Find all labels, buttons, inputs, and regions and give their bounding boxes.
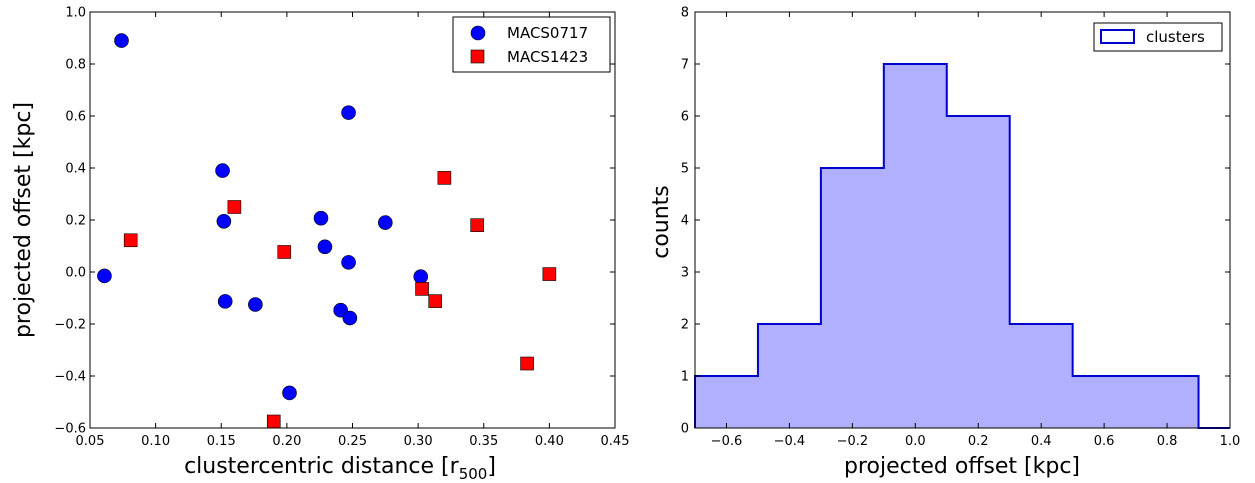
macs0717-point-10 xyxy=(341,105,356,120)
legend-macs1423-marker xyxy=(470,49,485,64)
scatter-y-axis-label: projected offset [kpc] xyxy=(11,102,36,338)
histogram-y-tick-label: 1 xyxy=(681,370,689,385)
macs1423-point-4 xyxy=(415,282,429,296)
histogram-x-tick-label: 0.8 xyxy=(1157,434,1178,449)
macs1423-point-9 xyxy=(542,267,557,281)
scatter-y-tick-label: −0.6 xyxy=(54,422,86,437)
scatter-y-tick-label: 0.6 xyxy=(65,110,86,125)
macs1423-point-7 xyxy=(470,218,484,232)
histogram-panel: −0.6 −0.4 −0.2 0.0 0.2 0.4 0.6 0.8 1.0 0 1 2 3 4 5 6 7 8… xyxy=(649,6,1240,480)
histogram-y-tick-label: 4 xyxy=(681,214,689,229)
scatter-x-tick-label: 0.10 xyxy=(141,434,170,449)
macs0717-point-12 xyxy=(342,310,358,326)
macs1423-point-5 xyxy=(428,294,442,308)
macs1423-point-6 xyxy=(437,171,452,185)
macs0717-point-8 xyxy=(317,239,333,255)
macs1423-point-3 xyxy=(277,245,292,259)
histogram-y-tick-label: 3 xyxy=(681,266,689,281)
macs0717-point-14 xyxy=(413,269,429,284)
histogram-x-tick-label: 0.2 xyxy=(968,434,989,449)
macs0717-point-7 xyxy=(313,210,329,226)
scatter-x-tick-label: 0.40 xyxy=(535,434,564,449)
histogram-outline xyxy=(694,63,1230,429)
scatter-y-tick-label: 1.0 xyxy=(65,6,86,21)
histogram-x-tick-label: −0.2 xyxy=(837,434,869,449)
histogram-x-tick-label: −0.6 xyxy=(711,434,743,449)
macs1423-point-0 xyxy=(123,233,138,248)
histogram-legend: clusters xyxy=(1093,22,1223,52)
macs0717-point-11 xyxy=(341,255,356,270)
histogram-y-axis-label: counts xyxy=(649,185,674,259)
macs1423-point-1 xyxy=(227,200,242,214)
legend-macs0717-marker xyxy=(470,25,486,41)
histogram-x-tick-label: 1.0 xyxy=(1220,434,1241,449)
scatter-frame xyxy=(89,11,616,429)
macs0717-point-13 xyxy=(378,215,393,230)
histogram-x-tick-label: −0.4 xyxy=(774,434,806,449)
histogram-y-tick-label: 8 xyxy=(681,6,689,21)
macs0717-point-6 xyxy=(282,385,297,401)
histogram-x-ticks: −0.6 −0.4 −0.2 0.0 0.2 0.4 0.6 0.8 1.0 xyxy=(711,12,1241,449)
histogram-frame xyxy=(694,11,1231,429)
histogram-x-tick-label: 0.6 xyxy=(1094,434,1115,449)
scatter-y-tick-label: 0.8 xyxy=(65,58,86,73)
scatter-x-tick-label: 0.25 xyxy=(338,434,367,449)
macs0717-point-1 xyxy=(114,33,129,48)
histogram-x-tick-label: 0.0 xyxy=(905,434,926,449)
macs0717-point-5 xyxy=(248,297,263,312)
histogram-y-tick-label: 2 xyxy=(681,318,689,333)
scatter-x-tick-label: 0.05 xyxy=(76,434,105,449)
histogram-y-tick-label: 6 xyxy=(681,110,689,125)
scatter-y-tick-label: 0.0 xyxy=(65,266,86,281)
macs0717-point-2 xyxy=(215,163,230,178)
scatter-y-tick-label: −0.2 xyxy=(54,318,86,333)
legend-macs1423-label: MACS1423 xyxy=(507,48,588,66)
scatter-y-tick-label: 0.2 xyxy=(65,214,86,229)
legend-clusters-label: clusters xyxy=(1146,28,1205,46)
scatter-x-tick-label: 0.20 xyxy=(272,434,301,449)
macs0717-point-3 xyxy=(216,214,232,229)
macs0717-point-4 xyxy=(217,294,233,309)
macs1423-point-2 xyxy=(266,414,281,429)
scatter-x-tick-label: 0.15 xyxy=(207,434,236,449)
scatter-x-tick-label: 0.35 xyxy=(469,434,498,449)
histogram-x-tick-label: 0.4 xyxy=(1031,434,1052,449)
scatter-x-axis-label: clustercentric distance [r500] xyxy=(184,454,496,483)
legend-clusters-patch xyxy=(1100,29,1135,44)
scatter-x-tick-label: 0.45 xyxy=(601,434,630,449)
macs0717-point-0 xyxy=(97,268,112,284)
scatter-legend: MACS0717 MACS1423 xyxy=(452,16,611,73)
histogram-y-tick-label: 5 xyxy=(681,162,689,177)
histogram-y-tick-label: 0 xyxy=(681,422,689,437)
scatter-y-tick-label: 0.4 xyxy=(65,162,86,177)
histogram-x-axis-label: projected offset [kpc] xyxy=(844,454,1080,479)
macs1423-point-8 xyxy=(520,356,534,371)
scatter-x-ticks: 0.05 0.10 0.15 0.20 0.25 0.30 0.35 0.40 0.45 xyxy=(76,12,630,449)
scatter-x-tick-label: 0.30 xyxy=(404,434,433,449)
scatter-panel: 0.05 0.10 0.15 0.20 0.25 0.30 0.35 0.40 0.45 −0.… xyxy=(11,6,629,483)
scatter-plot-area xyxy=(90,12,615,428)
histogram-y-tick-label: 7 xyxy=(681,58,689,73)
legend-macs0717-label: MACS0717 xyxy=(507,24,588,42)
scatter-points xyxy=(97,33,557,429)
scatter-y-tick-label: −0.4 xyxy=(54,370,86,385)
